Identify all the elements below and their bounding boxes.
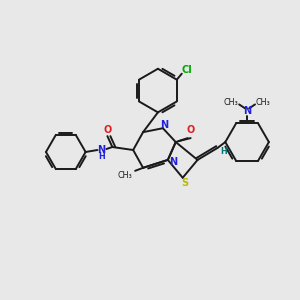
Text: O: O: [187, 125, 195, 135]
Text: CH₃: CH₃: [118, 171, 133, 180]
Text: N: N: [169, 157, 177, 167]
Text: H: H: [98, 152, 105, 161]
Text: N: N: [160, 120, 168, 130]
Text: Cl: Cl: [181, 65, 192, 75]
Text: H: H: [220, 148, 227, 157]
Text: CH₃: CH₃: [256, 98, 270, 107]
Text: S: S: [181, 178, 188, 188]
Text: CH₃: CH₃: [224, 98, 239, 107]
Text: N: N: [243, 106, 251, 116]
Text: N: N: [98, 145, 106, 155]
Text: O: O: [103, 125, 112, 135]
